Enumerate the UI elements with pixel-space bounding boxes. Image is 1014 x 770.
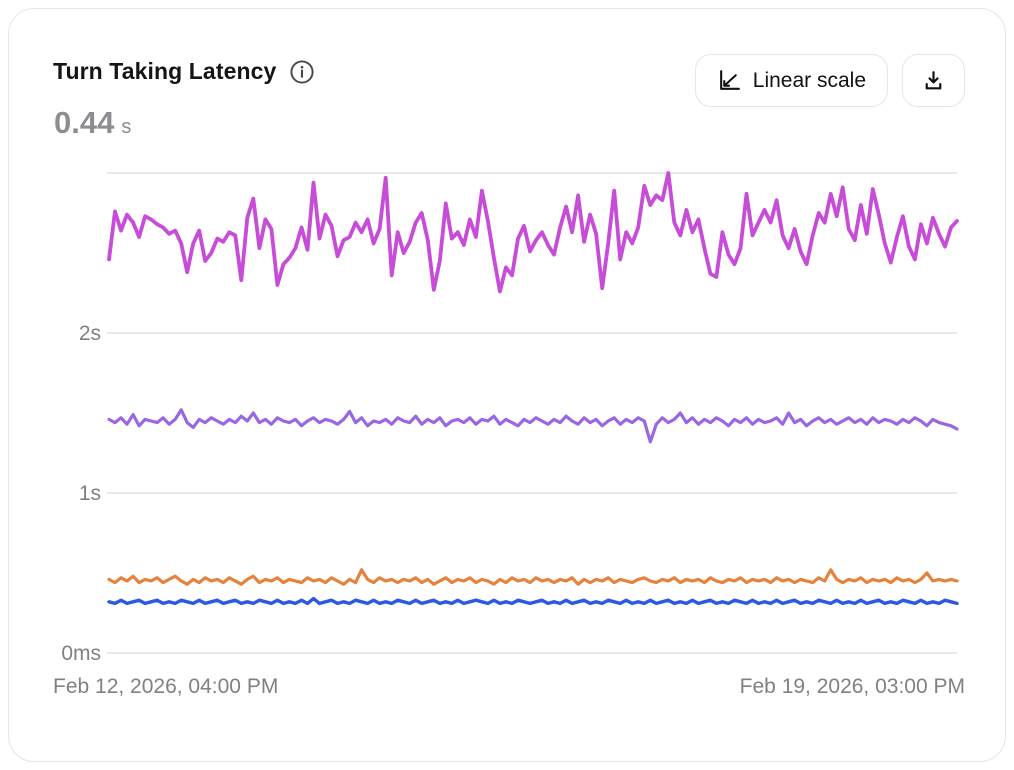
metric-value: 0.44 <box>54 105 115 140</box>
metric-readout: 0.44 s <box>54 105 131 141</box>
series-purple <box>107 408 959 444</box>
linear-scale-icon <box>717 68 742 93</box>
x-axis-labels: Feb 12, 2026, 04:00 PM Feb 19, 2026, 03:… <box>53 675 965 699</box>
info-icon[interactable] <box>289 59 315 85</box>
y-tick-0ms: 0ms <box>61 642 101 665</box>
chart-canvas <box>107 171 959 654</box>
chart-area: 2s 1s 0ms Feb 12, 2026, 04:00 PM Feb 19,… <box>9 9 1005 761</box>
linear-scale-label: Linear scale <box>752 68 866 92</box>
y-tick-2s: 2s <box>78 322 101 345</box>
latency-card: Turn Taking Latency Linear scal <box>8 8 1006 762</box>
x-tick-start: Feb 12, 2026, 04:00 PM <box>53 675 279 698</box>
linear-scale-button[interactable]: Linear scale <box>694 54 888 107</box>
series-orange <box>107 568 959 586</box>
page-title: Turn Taking Latency <box>53 58 277 84</box>
metric-unit: s <box>121 116 132 138</box>
header-actions: Linear scale <box>694 54 965 107</box>
series-blue <box>107 596 959 606</box>
y-tick-1s: 1s <box>78 482 101 505</box>
download-icon <box>921 68 946 93</box>
card-header: Turn Taking Latency Linear scal <box>53 54 965 114</box>
download-button[interactable] <box>902 54 965 107</box>
series-magenta <box>107 171 959 294</box>
x-tick-end: Feb 19, 2026, 03:00 PM <box>739 675 965 698</box>
